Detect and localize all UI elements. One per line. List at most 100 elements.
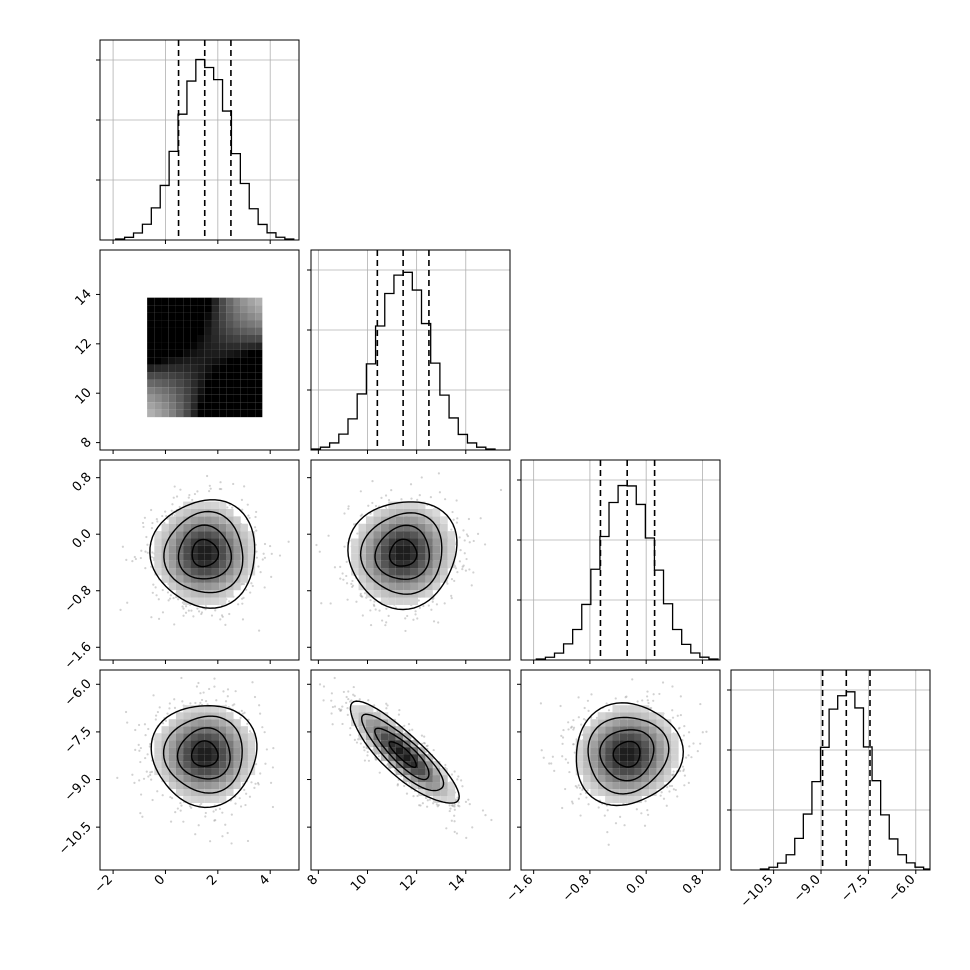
density-cell (417, 516, 426, 524)
density-cell (211, 761, 220, 769)
density-cell (197, 597, 205, 605)
density-cell (226, 327, 234, 335)
density-cell (425, 538, 433, 546)
density-cell (204, 538, 212, 546)
density-cell (190, 402, 198, 410)
density-cell (219, 553, 227, 561)
density-cell (395, 501, 404, 509)
density-cell (641, 712, 650, 720)
density-cell (204, 582, 212, 591)
density-cell (605, 754, 613, 762)
density-cell (240, 372, 248, 380)
density-cell (240, 335, 248, 343)
density-cell (605, 726, 613, 734)
density-cell (154, 342, 162, 350)
density-cell (247, 560, 256, 569)
density-cell (619, 719, 628, 727)
density-cell (373, 582, 381, 591)
density-cell (154, 560, 162, 569)
density-cell (168, 553, 176, 561)
density-cell (168, 335, 176, 343)
density-cell (211, 387, 220, 395)
density-cell (380, 597, 389, 605)
x-tick-label: 10 (348, 872, 370, 894)
density-cell (204, 327, 212, 335)
density-cell (373, 538, 381, 546)
density-cell (425, 782, 433, 790)
density-cell (175, 740, 184, 748)
density-cell (161, 349, 169, 358)
density-cell (447, 531, 456, 539)
density-cell (663, 761, 672, 769)
density-cell (190, 327, 198, 335)
density-cell (233, 747, 241, 755)
density-cell (190, 379, 198, 388)
density-cell (175, 364, 184, 373)
density-cell (204, 560, 212, 569)
density-cell (190, 364, 198, 373)
density-cell (247, 733, 256, 741)
density-cell (612, 719, 620, 727)
density-cell (575, 768, 584, 776)
density-cell (211, 582, 220, 591)
density-cell (410, 553, 418, 561)
density-cell (627, 761, 635, 769)
density-cell (168, 327, 176, 335)
density-cell (425, 531, 433, 539)
density-cell (358, 733, 366, 741)
density-cell (656, 733, 664, 741)
density-cell (255, 305, 263, 313)
density-cell (219, 320, 227, 328)
density-cell (365, 545, 374, 554)
density-cell (575, 761, 584, 769)
density-cell (583, 775, 591, 783)
density-cell (183, 575, 191, 583)
density-cell (219, 590, 227, 598)
density-cell (190, 733, 198, 741)
density-cell (641, 705, 650, 713)
density-cell (175, 747, 184, 755)
scatter-points (98, 0, 285, 1)
density-cell (211, 590, 220, 598)
density-cell (147, 312, 155, 321)
density-cell (656, 747, 664, 755)
density-cell (380, 531, 389, 539)
density-cell (440, 538, 448, 546)
density-cell (365, 726, 374, 734)
y-tick-label: 14 (73, 287, 95, 309)
density-cell (373, 553, 381, 561)
density-cell (226, 379, 234, 388)
density-cell (204, 372, 212, 380)
density-cell (247, 305, 256, 313)
density-cell (417, 568, 426, 576)
density-cell (168, 305, 176, 313)
density-cell (373, 531, 381, 539)
density-cell (605, 782, 613, 790)
density-cell (226, 761, 234, 769)
density-cell (147, 379, 155, 388)
density-cell (161, 372, 169, 380)
density-cell (219, 560, 227, 569)
density-cell (190, 320, 198, 328)
density-cell (154, 327, 162, 335)
density-cell (168, 582, 176, 591)
density-cell (417, 590, 426, 598)
density-cell (388, 538, 396, 546)
density-cell (161, 775, 169, 783)
density-cell (240, 568, 248, 576)
density-cell (255, 402, 263, 410)
density-cell (432, 575, 441, 583)
density-cell (395, 523, 404, 532)
density-cell (211, 349, 220, 358)
density-cell (183, 754, 191, 762)
density-cell (204, 568, 212, 576)
density-cell (190, 705, 198, 713)
density-cell (161, 327, 169, 335)
density-cell (183, 740, 191, 748)
y-tick-label: 0.8 (70, 470, 95, 495)
density-cell (671, 754, 679, 762)
density-cell (190, 761, 198, 769)
density-cell (649, 733, 657, 741)
density-cell (226, 516, 234, 524)
density-cell (168, 516, 176, 524)
